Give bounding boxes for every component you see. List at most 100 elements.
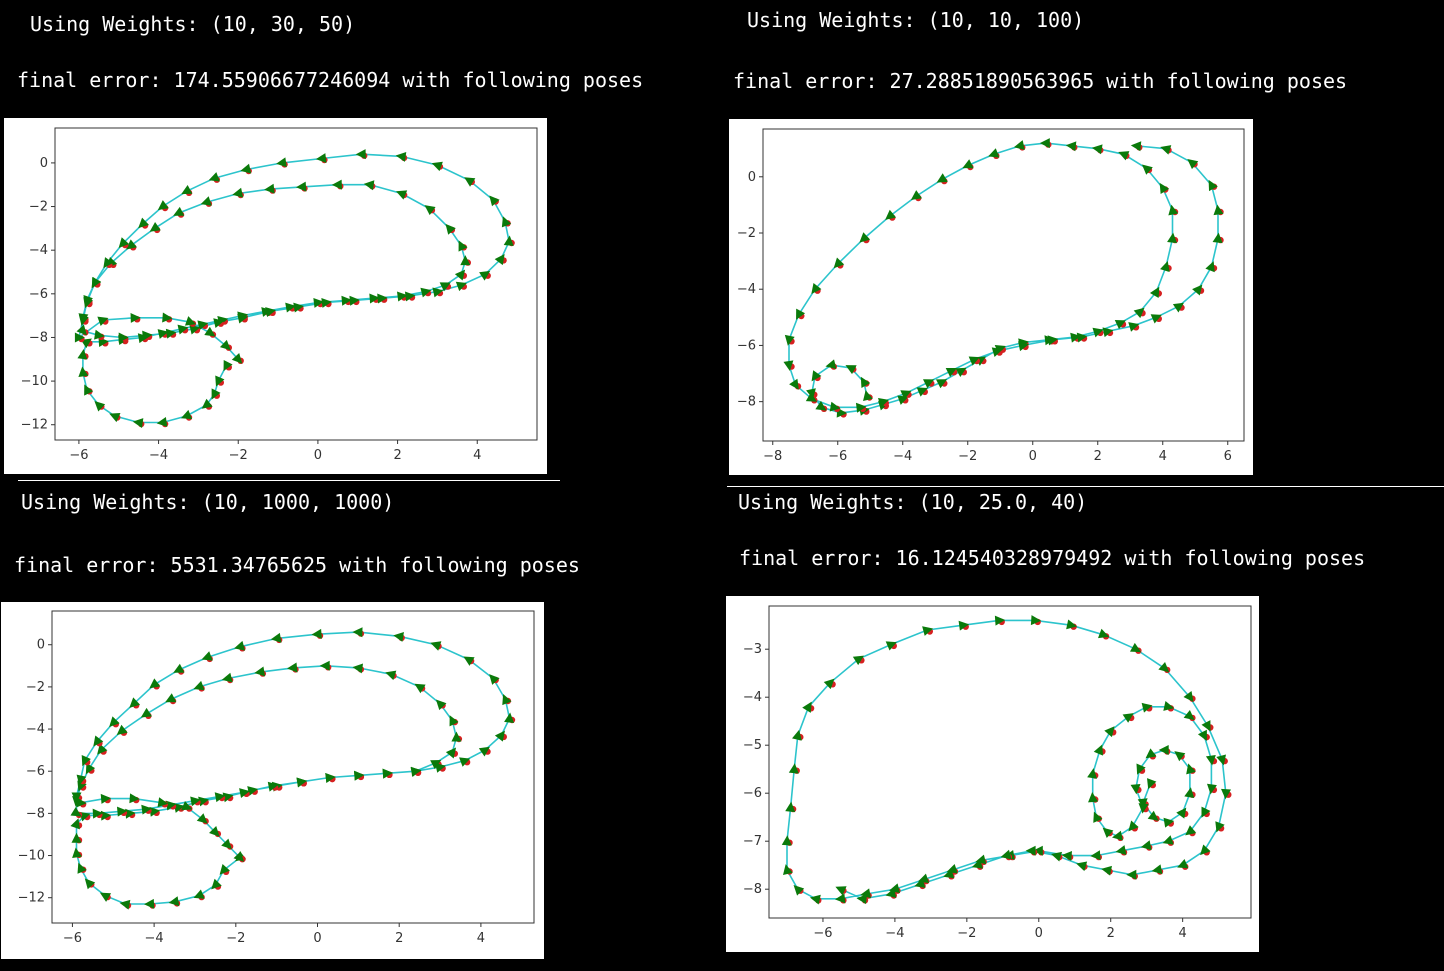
pose-marker [71,792,82,803]
pose-marker [802,701,812,713]
pose-marker [1168,204,1179,216]
pose-marker [1093,744,1103,756]
pose-marker [76,324,87,336]
pose-marker [173,206,185,216]
pose-marker [209,826,220,837]
pose-marker [1098,628,1110,639]
pose-marker [863,390,873,402]
pose-marker [1177,859,1189,869]
pose-marker [97,316,109,327]
pose-marker [1112,830,1123,841]
pose-marker [264,183,275,194]
axes-frame [768,605,1252,919]
axes-frame [51,610,535,924]
pose-marker [1051,851,1063,862]
pose-marker [922,626,934,636]
pose-marker [784,334,795,346]
pose-marker [157,329,169,339]
pose-chart-2: −8 −6 −4 −2 0 2 4 6 0 −2 −4 −6 −8 [737,128,1245,464]
pose-marker [233,851,245,862]
pose-marker [319,660,330,671]
pose-marker [1140,840,1152,851]
pose-marker [1025,845,1036,856]
pose-marker [834,893,846,904]
pose-marker [211,388,221,400]
pose-marker [215,375,225,387]
x-tick-label: 2 [1094,449,1102,464]
y-tick-label: −8 [737,395,756,410]
x-tick-label: 4 [477,931,485,946]
pose-marker [144,898,155,909]
pose-marker [77,862,87,874]
pose-marker [276,157,287,168]
x-tick-label: −6 [813,926,832,941]
pose-marker [1150,314,1162,324]
pose-marker [93,735,104,747]
pose-marker [325,772,336,783]
pose-marker [232,187,244,198]
pose-marker [363,180,375,191]
pose-marker [805,392,817,402]
pose-marker [77,348,88,360]
pose-marker [190,796,201,807]
pose-marker [382,768,393,779]
pose-marker [935,379,948,389]
pose-marker [149,678,161,689]
pose-marker [955,367,967,378]
pose-marker [270,632,282,643]
pose-marker [267,781,279,792]
divider-right [727,486,1444,487]
pose-marker [1205,261,1215,273]
pose-plot-4: −6 −4 −2 0 2 4 −3 −4 −5 −6 −7 −8 [726,596,1259,952]
pose-marker [181,800,193,811]
pose-marker [410,766,422,777]
pose-marker [118,237,130,249]
x-tick-label: −4 [893,449,912,464]
pose-marker [221,672,233,683]
x-tick-label: 0 [314,448,322,463]
pose-marker [504,712,515,724]
x-tick-label: −4 [885,926,904,941]
pose-marker [78,314,89,326]
pose-marker [94,400,106,412]
pose-marker [352,663,364,674]
trajectory-line [786,619,1227,900]
pose-marker [197,320,209,331]
weights-label-2: Using Weights: (10, 10, 100) [747,8,1085,32]
pose-marker [796,308,806,320]
pose-marker [943,868,955,879]
pose-marker [479,270,491,281]
pose-marker [1088,792,1099,803]
pose-marker [84,384,94,396]
pose-marker [1128,322,1140,332]
pose-marker [833,257,845,269]
pose-marker [165,693,177,703]
pose-marker [458,240,468,252]
pose-marker [1205,754,1216,766]
pose-marker [1102,827,1114,838]
pose-marker [200,196,212,206]
pose-marker [213,318,225,328]
pose-marker [162,312,173,323]
pose-marker [900,390,912,400]
pose-marker [1138,803,1149,814]
pose-marker [219,863,230,875]
pose-marker [1087,768,1098,779]
y-tick-label: −7 [743,834,762,849]
pose-marker [991,347,1003,358]
pose-marker [119,899,131,910]
pose-marker [435,762,446,773]
pose-marker [1185,825,1197,836]
pose-marker [855,402,867,413]
y-tick-label: −3 [743,642,762,657]
pose-marker [1101,865,1112,876]
x-tick-label: −2 [957,926,976,941]
pose-marker [1013,140,1025,150]
pose-plot-3: −6 −4 −2 0 2 4 0 −2 −4 −6 −8 −10 −12 [1,602,544,959]
y-tick-label: −2 [26,680,45,695]
pose-marker [454,269,466,281]
pose-marker [815,400,827,411]
pose-marker [1208,179,1218,192]
pose-marker [1133,307,1145,319]
x-tick-label: −4 [149,448,168,463]
